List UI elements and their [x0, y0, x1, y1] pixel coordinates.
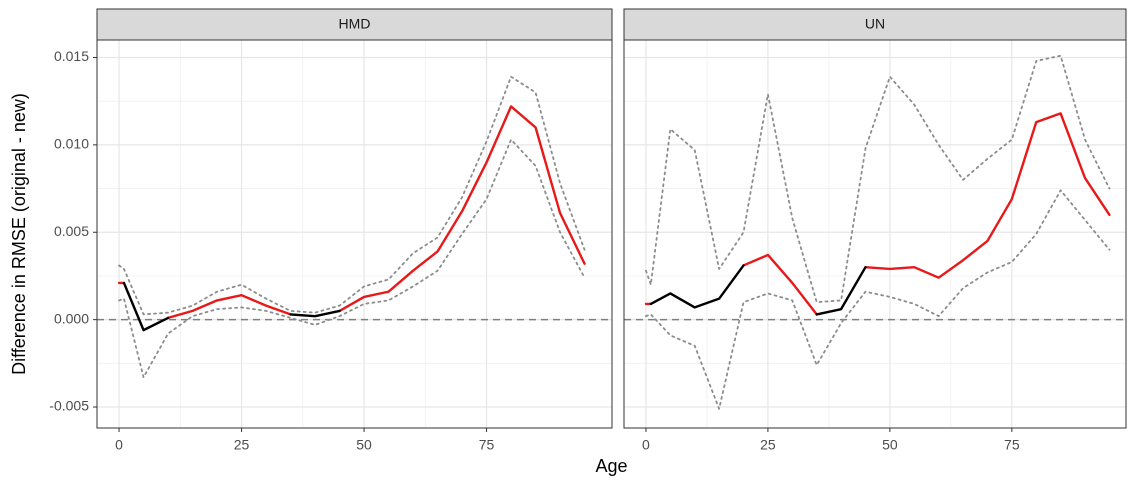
x-tick-label: 0 [115, 437, 123, 453]
plot-background [97, 40, 612, 428]
estimate-line [864, 112, 1111, 279]
x-tick-label: 50 [882, 437, 898, 453]
interval-line [118, 138, 586, 379]
strip [96, 8, 613, 41]
x-tick-label: 25 [760, 437, 776, 453]
x-tick-label: 75 [479, 437, 495, 453]
estimate-line [166, 293, 292, 320]
estimate-line [649, 264, 745, 309]
y-tick-label: 0.000 [54, 310, 89, 326]
y-tick-label: 0.010 [54, 136, 89, 152]
y-tick-label: 0.015 [54, 48, 89, 64]
y-tick-label: 0.005 [54, 223, 89, 239]
strip-text: HMD [339, 16, 371, 32]
estimate-line [289, 309, 341, 318]
estimate-line [338, 105, 586, 313]
y-axis-title: Difference in RMSE (original - new) [9, 93, 29, 375]
strip-text: UN [865, 16, 885, 32]
plot-background [624, 40, 1126, 428]
x-tick-label: 50 [356, 437, 372, 453]
interval-line [645, 189, 1111, 410]
estimate-line [122, 281, 170, 332]
x-tick-label: 75 [1004, 437, 1020, 453]
strip [623, 8, 1127, 41]
x-tick-label: 0 [642, 437, 650, 453]
interval-line [118, 75, 586, 316]
interval-line [645, 54, 1111, 304]
x-axis-title: Age [595, 456, 627, 476]
estimate-line [742, 253, 818, 316]
estimate-line [815, 266, 867, 316]
y-tick-label: -0.005 [49, 398, 89, 414]
x-tick-label: 25 [234, 437, 250, 453]
